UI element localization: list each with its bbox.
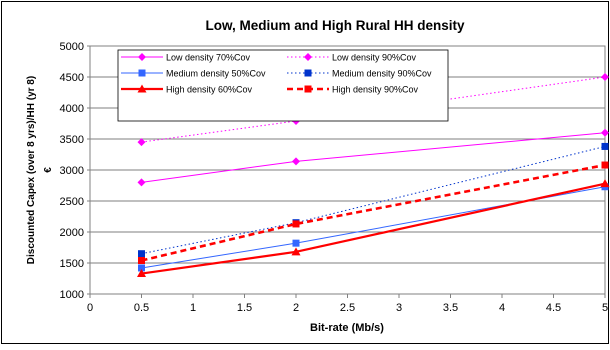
legend-item: Low density 70%Cov: [121, 53, 251, 63]
data-point: [138, 257, 145, 265]
y-tick-label: 4000: [60, 103, 84, 115]
legend: Low density 70%Cov Low density 90%Cov Medi…: [117, 49, 449, 122]
x-tick-label: 3.5: [443, 302, 458, 314]
x-tick-label: 0.5: [134, 302, 149, 314]
data-point: [138, 264, 145, 272]
y-tick-label: 2000: [60, 227, 84, 239]
data-point: [600, 179, 610, 188]
legend-item: High density 60%Cov: [121, 84, 253, 95]
data-point: [138, 250, 145, 258]
x-tick-label: 2.5: [340, 302, 355, 314]
x-tick-label: 4: [499, 302, 505, 314]
x-tick-label: 1.5: [237, 302, 252, 314]
data-point: [601, 161, 609, 169]
y-tick-label: 2500: [60, 196, 84, 208]
legend-item: Medium density 50%Cov: [121, 69, 266, 79]
legend-box: [117, 49, 449, 122]
legend-label: High density 90%Cov: [332, 85, 419, 95]
series-line: [141, 76, 606, 143]
series-layer: [137, 73, 610, 278]
axis-ticks: 1000 1500 2000 2500 3000 3500 4000 4500 5000 0 0.5…: [60, 41, 609, 314]
x-tick-label: 5: [602, 302, 608, 314]
y-axis-label: Discounted Capex (over 8 yrs)/HH (yr 8): [26, 76, 37, 264]
legend-item: High density 90%Cov: [287, 85, 419, 95]
legend-label: Medium density 90%Cov: [332, 69, 432, 79]
legend-swatch-marker: [138, 69, 146, 77]
y-tick-label: 1000: [60, 289, 84, 301]
legend-label: Medium density 50%Cov: [166, 69, 266, 79]
legend-swatch-marker: [304, 53, 312, 61]
series-line: [141, 163, 606, 262]
series-6: [138, 161, 609, 265]
data-point: [292, 220, 300, 228]
data-point: [601, 142, 609, 150]
legend-item: Low density 90%Cov: [287, 53, 417, 63]
legend-label: Low density 70%Cov: [166, 53, 251, 63]
legend-label: High density 60%Cov: [166, 85, 253, 95]
data-point: [601, 73, 609, 81]
x-tick-label: 0: [87, 302, 93, 314]
y-tick-label: 4500: [60, 72, 84, 84]
legend-swatch-marker: [138, 53, 146, 61]
series-1: [137, 128, 609, 187]
legend-swatch-marker: [304, 69, 312, 77]
data-point: [291, 247, 301, 256]
y-tick-label: 5000: [60, 41, 84, 53]
data-point: [292, 157, 300, 166]
x-axis-label: Bit-rate (Mb/s): [310, 322, 384, 334]
x-tick-label: 1: [190, 302, 196, 314]
data-point: [292, 239, 300, 247]
x-tick-label: 4.5: [546, 302, 561, 314]
series-5: [137, 179, 610, 278]
x-tick-label: 2: [293, 302, 299, 314]
series-line: [141, 145, 606, 255]
legend-swatch-marker: [304, 85, 312, 93]
data-point: [137, 138, 146, 147]
y-tick-label: 3000: [60, 165, 84, 177]
y-tick-label: 3500: [60, 134, 84, 146]
data-point: [601, 128, 609, 137]
y-tick-label: 1500: [60, 258, 84, 270]
data-point: [137, 269, 146, 278]
legend-label: Low density 90%Cov: [332, 53, 417, 63]
x-tick-label: 3: [396, 302, 402, 314]
y-axis-unit: €: [43, 167, 54, 173]
legend-item: Medium density 90%Cov: [287, 69, 432, 79]
legend-swatch-marker: [137, 84, 147, 93]
data-point: [137, 178, 146, 187]
chart-title: Low, Medium and High Rural HH density: [205, 18, 465, 33]
